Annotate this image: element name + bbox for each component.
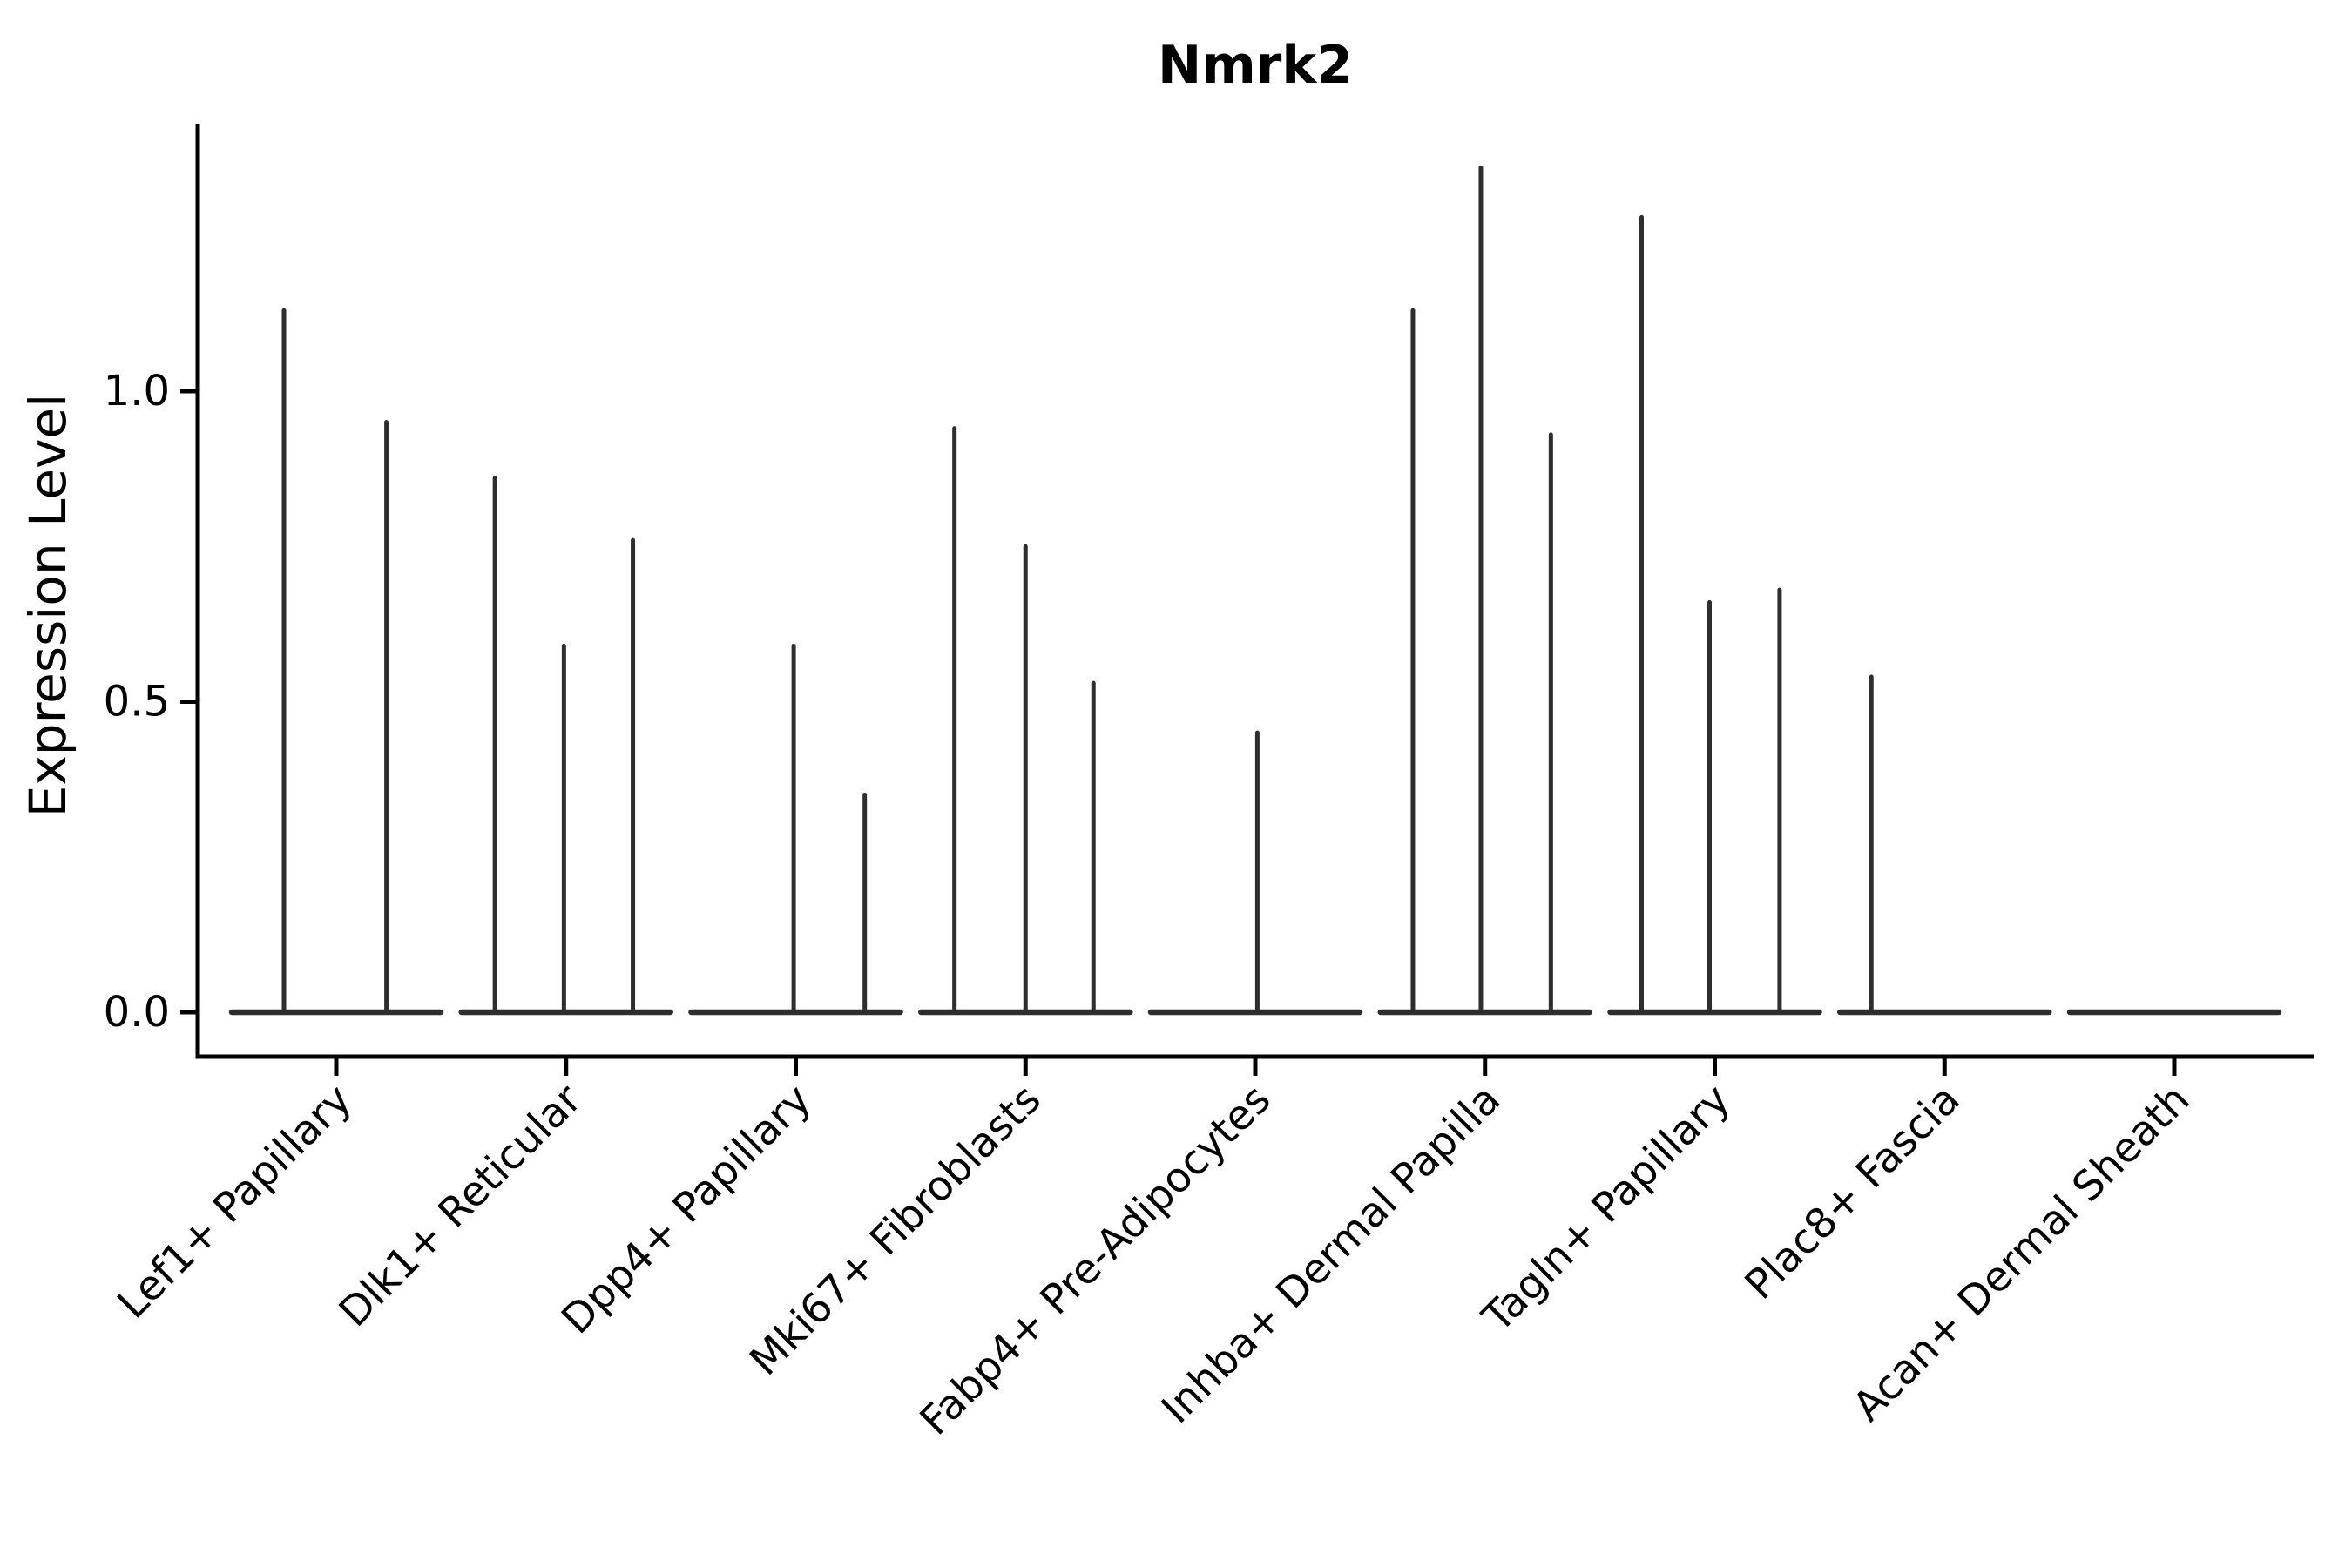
chart-title: Nmrk2 (1158, 35, 1353, 96)
violin-4 (918, 426, 1133, 1016)
violin-8 (1837, 674, 2052, 1016)
y-axis-label: Expression Level (18, 394, 78, 817)
violin-1 (228, 308, 444, 1016)
category-label: Tagln+ Papillary (1473, 1076, 1740, 1342)
y-tick-label: 0.0 (104, 988, 170, 1037)
violin-5 (1147, 730, 1363, 1016)
violin-2 (458, 476, 673, 1016)
category-label: Dpp4+ Papillary (552, 1076, 821, 1344)
category-label: Lef1+ Papillary (109, 1076, 362, 1328)
category-label: Dlk1+ Reticular (330, 1075, 591, 1336)
y-tick-label: 1.0 (104, 367, 170, 416)
y-tick-label: 0.5 (104, 678, 170, 727)
axes (195, 124, 2314, 1059)
y-axis-ticks: 0.0 0.5 1.0 (104, 367, 198, 1037)
violin-6 (1377, 165, 1592, 1016)
category-label: Plac8+ Fascia (1736, 1076, 1970, 1309)
violins (228, 165, 2282, 1016)
violin-7 (1607, 214, 1822, 1016)
violin-3 (688, 643, 903, 1016)
